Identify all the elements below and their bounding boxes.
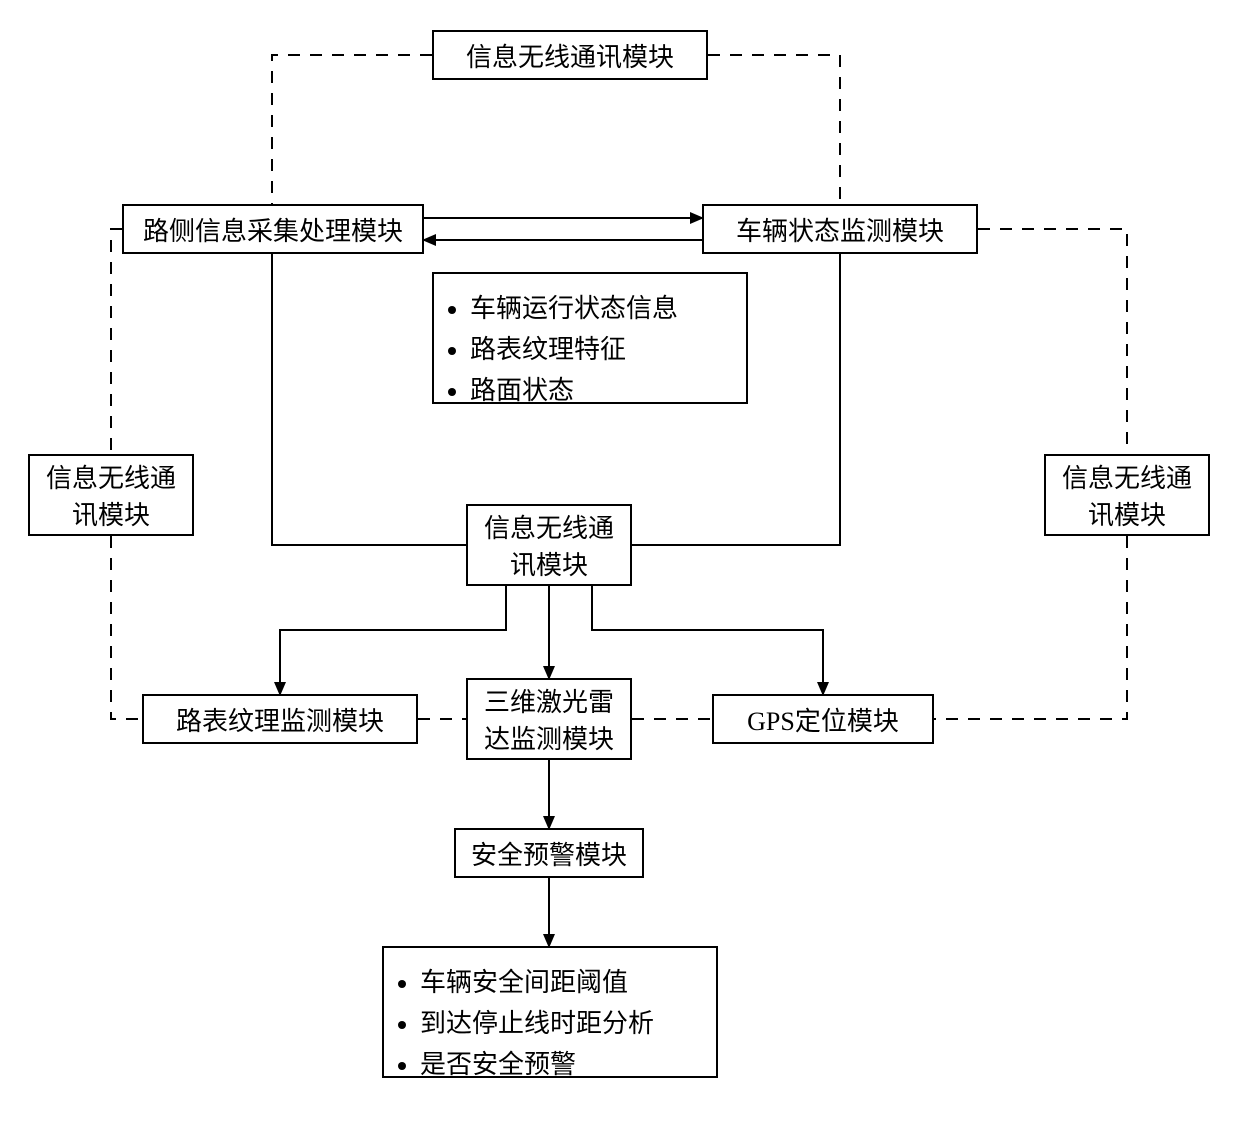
bullet: 车辆安全间距阈值 bbox=[420, 962, 700, 999]
label: 三维激光雷达监测模块 bbox=[484, 682, 614, 756]
node-roadside-processing: 路侧信息采集处理模块 bbox=[122, 204, 424, 254]
label: 安全预警模块 bbox=[471, 835, 627, 872]
bullet: 路表纹理特征 bbox=[470, 329, 730, 366]
bullet: 车辆运行状态信息 bbox=[470, 288, 730, 325]
node-right-wireless-comm: 信息无线通讯模块 bbox=[1044, 454, 1210, 536]
label: 车辆状态监测模块 bbox=[736, 211, 944, 248]
bullet: 路面状态 bbox=[470, 370, 730, 407]
label: 路侧信息采集处理模块 bbox=[143, 211, 403, 248]
label: 信息无线通讯模块 bbox=[1062, 458, 1192, 532]
node-lidar-monitor: 三维激光雷达监测模块 bbox=[466, 678, 632, 760]
label: 信息无线通讯模块 bbox=[466, 37, 674, 74]
node-left-wireless-comm: 信息无线通讯模块 bbox=[28, 454, 194, 536]
label: 信息无线通讯模块 bbox=[46, 458, 176, 532]
bullet: 到达停止线时距分析 bbox=[420, 1003, 700, 1040]
node-texture-monitor: 路表纹理监测模块 bbox=[142, 694, 418, 744]
node-center-wireless-comm: 信息无线通讯模块 bbox=[466, 504, 632, 586]
node-info-list: 车辆运行状态信息 路表纹理特征 路面状态 bbox=[432, 272, 748, 404]
diagram-canvas: 信息无线通讯模块 路侧信息采集处理模块 车辆状态监测模块 车辆运行状态信息 路表… bbox=[0, 0, 1240, 1141]
node-vehicle-status: 车辆状态监测模块 bbox=[702, 204, 978, 254]
node-output-list: 车辆安全间距阈值 到达停止线时距分析 是否安全预警 bbox=[382, 946, 718, 1078]
node-gps: GPS定位模块 bbox=[712, 694, 934, 744]
node-safety-warning: 安全预警模块 bbox=[454, 828, 644, 878]
output-bullets: 车辆安全间距阈值 到达停止线时距分析 是否安全预警 bbox=[420, 962, 700, 1081]
info-bullets: 车辆运行状态信息 路表纹理特征 路面状态 bbox=[470, 288, 730, 407]
node-top-wireless-comm: 信息无线通讯模块 bbox=[432, 30, 708, 80]
label: 路表纹理监测模块 bbox=[176, 701, 384, 738]
label: 信息无线通讯模块 bbox=[484, 508, 614, 582]
bullet: 是否安全预警 bbox=[420, 1044, 700, 1081]
label: GPS定位模块 bbox=[747, 701, 899, 738]
